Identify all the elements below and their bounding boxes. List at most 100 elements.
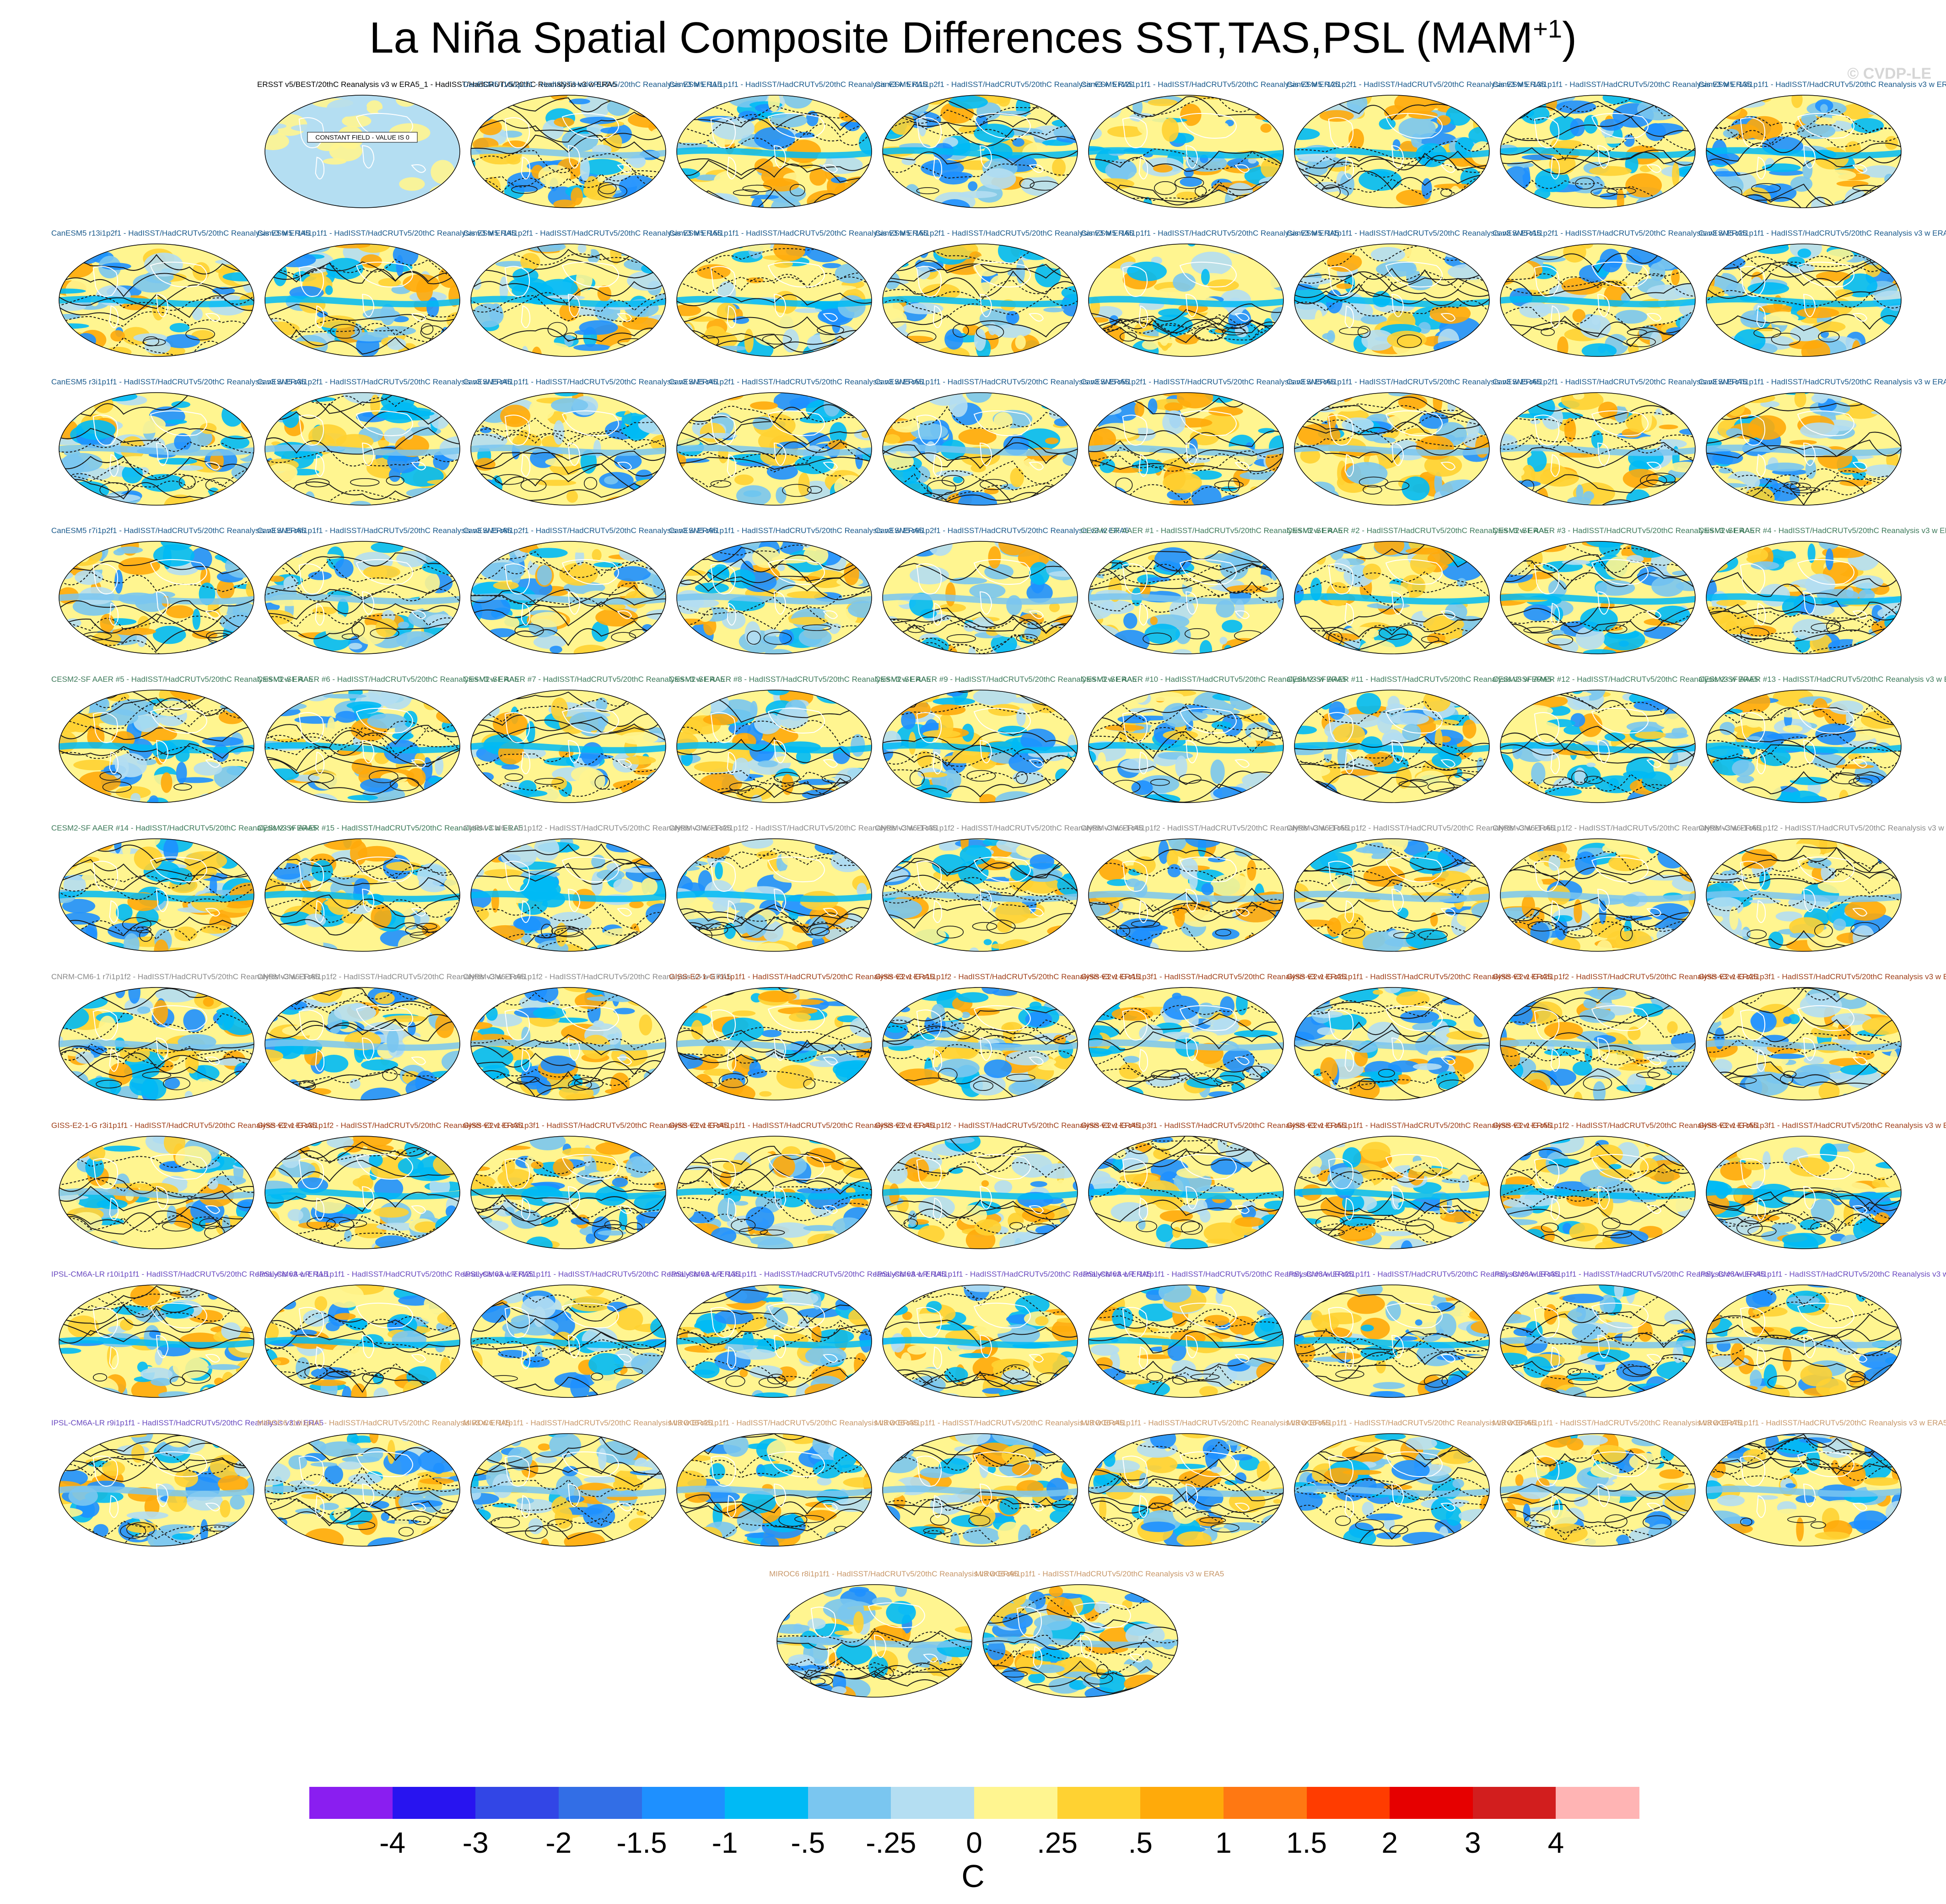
panel-label: IPSL-CM6A-LR r9i1p1f1 - HadISST/HadCRUTv… <box>51 1419 324 1427</box>
colorbar <box>309 1787 1639 1819</box>
panel-label: IPSL-CM6A-LR r3i1p1f1 - HadISST/HadCRUTv… <box>1493 1270 1765 1278</box>
panel-label: IPSL-CM6A-LR r2i1p1f1 - HadISST/HadCRUTv… <box>1287 1270 1559 1278</box>
globe-map <box>470 1136 666 1249</box>
colorbar-units: C <box>961 1858 985 1894</box>
panel-label: CanESM5 r6i1p2f1 - HadISST/HadCRUTv5/20t… <box>1493 378 1747 386</box>
map-panel: CNRM-CM6-1 r7i1p1f2 - HadISST/HadCRUTv5/… <box>51 968 319 1101</box>
panel-label: CanESM5 r13i1p1f1 - HadISST/HadCRUTv5/20… <box>1493 80 1752 89</box>
map-panel: CanESM5 r1i1p2f1 - HadISST/HadCRUTv5/20t… <box>1493 224 1747 358</box>
colorbar-tick-label: 0 <box>966 1826 982 1859</box>
panel-label: GISS-E2-1-G r1i1p3f1 - HadISST/HadCRUTv5… <box>1081 972 1346 981</box>
map-panel: CESM2-SF AAER #9 - HadISST/HadCRUTv5/20t… <box>875 670 1137 804</box>
colorbar-segment <box>1140 1787 1224 1819</box>
map-panel: MIROC6 r5i1p1f1 - HadISST/HadCRUTv5/20th… <box>1287 1414 1536 1548</box>
map-panel: CanESM5 r7i1p2f1 - HadISST/HadCRUTv5/20t… <box>51 522 306 655</box>
panel-label: IPSL-CM6A-LR r4i1p1f1 - HadISST/HadCRUTv… <box>1698 1270 1946 1278</box>
map-panel: CanESM5 r6i1p2f1 - HadISST/HadCRUTv5/20t… <box>1493 373 1747 507</box>
map-panel: CanESM5 r9i1p1f1 - HadISST/HadCRUTv5/20t… <box>669 522 923 655</box>
colorbar-tick-label: -.5 <box>791 1826 825 1859</box>
panel-label: MIROC6 r10i1p1f1 - HadISST/HadCRUTv5/20t… <box>257 1419 511 1427</box>
map-panel: CanESM5 r11i1p2f1 - HadISST/HadCRUTv5/20… <box>875 76 1133 209</box>
panel-label: MIROC6 r4i1p1f1 - HadISST/HadCRUTv5/20th… <box>1081 1419 1330 1427</box>
colorbar-segment <box>1306 1787 1390 1819</box>
panel-label: CanESM5 r13i1p1f1 - HadISST/HadCRUTv5/20… <box>1698 80 1946 89</box>
map-panel: CESM2-SF AAER #11 - HadISST/HadCRUTv5/20… <box>1287 670 1552 804</box>
globe-map <box>1500 541 1696 654</box>
panel-label: CESM2-SF AAER #3 - HadISST/HadCRUTv5/20t… <box>1493 526 1754 535</box>
map-panel: CNRM-CM6-1 r2i1p1f2 - HadISST/HadCRUTv5/… <box>669 819 937 953</box>
map-panel: CanESM5 r8i1p1f1 - HadISST/HadCRUTv5/20t… <box>257 522 512 655</box>
panel-label: CanESM5 r12i1p1f1 - HadISST/HadCRUTv5/20… <box>1081 80 1340 89</box>
map-panel-grid: ERSST v5/BEST/20thC Reanalysis v3 w ERA5… <box>51 76 1946 1699</box>
map-panel: CESM2-SF AAER #14 - HadISST/HadCRUTv5/20… <box>51 819 317 953</box>
map-panel: MIROC6 r8i1p1f1 - HadISST/HadCRUTv5/20th… <box>769 1565 1018 1699</box>
colorbar-tick-label: -1 <box>712 1826 738 1859</box>
map-panel: CNRM-CM6-1 r8i1p1f2 - HadISST/HadCRUTv5/… <box>257 968 525 1101</box>
globe-map <box>1088 1284 1284 1398</box>
map-panel: IPSL-CM6A-LR r4i1p1f1 - HadISST/HadCRUTv… <box>1698 1265 1946 1399</box>
map-panel: CanESM5 r2i1p1f1 - HadISST/HadCRUTv5/20t… <box>1698 224 1946 358</box>
panel-label: CNRM-CM6-1 r6i1p1f2 - HadISST/HadCRUTv5/… <box>1698 824 1946 832</box>
map-panel: IPSL-CM6A-LR r2i1p1f1 - HadISST/HadCRUTv… <box>1287 1265 1559 1399</box>
colorbar-segment <box>475 1787 559 1819</box>
globe-map <box>676 1284 872 1398</box>
globe-map <box>1294 1136 1490 1249</box>
globe-map <box>676 243 872 357</box>
map-panel: CNRM-CM6-1 r5i1p1f2 - HadISST/HadCRUTv5/… <box>1287 819 1555 953</box>
map-panel: CanESM5 r13i1p1f1 - HadISST/HadCRUTv5/20… <box>1698 76 1946 209</box>
map-panel: GISS-E2-1-G r4i1p1f2 - HadISST/HadCRUTv5… <box>875 1117 1140 1250</box>
globe-map <box>1706 541 1902 654</box>
panel-label: GISS-E2-1-G r2i1p1f2 - HadISST/HadCRUTv5… <box>1493 972 1758 981</box>
globe-map <box>1500 95 1696 208</box>
globe-map <box>1706 690 1902 803</box>
globe-map <box>470 95 666 208</box>
colorbar-tick-label: 1.5 <box>1286 1826 1327 1859</box>
panel-label: GISS-E2-1-G r5i1p1f2 - HadISST/HadCRUTv5… <box>1493 1121 1758 1130</box>
panel-label: CESM2-SF AAER #10 - HadISST/HadCRUTv5/20… <box>1081 675 1347 684</box>
globe-map <box>1706 1433 1902 1547</box>
panel-label: CESM2-SF AAER #8 - HadISST/HadCRUTv5/20t… <box>669 675 931 684</box>
panel-label: CanESM5 r11i1p2f1 - HadISST/HadCRUTv5/20… <box>875 80 1133 89</box>
colorbar-segment <box>309 1787 393 1819</box>
globe-map <box>264 1433 460 1547</box>
panel-label: CanESM5 r9i1p1f1 - HadISST/HadCRUTv5/20t… <box>669 526 923 535</box>
panel-label: CNRM-CM6-1 r4i1p1f2 - HadISST/HadCRUTv5/… <box>1081 824 1349 832</box>
globe-map <box>1294 392 1490 506</box>
globe-map <box>1088 541 1284 654</box>
colorbar-segment <box>1223 1787 1307 1819</box>
colorbar-segment <box>1556 1787 1639 1819</box>
panel-label: CanESM5 r8i1p2f1 - HadISST/HadCRUTv5/20t… <box>463 526 717 535</box>
map-panel: CESM2-SF AAER #3 - HadISST/HadCRUTv5/20t… <box>1493 522 1754 655</box>
globe-map <box>1294 838 1490 952</box>
globe-map <box>470 1433 666 1547</box>
panel-label: CanESM5 r2i1p1f1 - HadISST/HadCRUTv5/20t… <box>1698 229 1946 237</box>
panel-label: CESM2-SF AAER #2 - HadISST/HadCRUTv5/20t… <box>1287 526 1548 535</box>
globe-map <box>470 690 666 803</box>
panel-label: CanESM5 r8i1p1f1 - HadISST/HadCRUTv5/20t… <box>257 526 512 535</box>
globe-map <box>882 1284 1078 1398</box>
map-panel: CanESM5 r9i1p2f1 - HadISST/HadCRUTv5/20t… <box>875 522 1129 655</box>
map-panel: IPSL-CM6A-LR r11i1p1f1 - HadISST/HadCRUT… <box>257 1265 533 1399</box>
colorbar-tick-label: -1.5 <box>616 1826 667 1859</box>
globe-map <box>1088 838 1284 952</box>
panel-label: MIROC6 r7i1p1f1 - HadISST/HadCRUTv5/20th… <box>1698 1419 1946 1427</box>
map-panel: MIROC6 r1i1p1f1 - HadISST/HadCRUTv5/20th… <box>463 1414 712 1548</box>
globe-map <box>59 838 254 952</box>
globe-map <box>882 838 1078 952</box>
map-panel: ERSST v5/BEST/20thC Reanalysis v3 w ERA5… <box>257 76 617 209</box>
map-panel: CanESM5 r5i1p2f1 - HadISST/HadCRUTv5/20t… <box>1081 373 1335 507</box>
globe-map <box>1500 987 1696 1100</box>
panel-label: GISS-E2-1-G r2i1p1f1 - HadISST/HadCRUTv5… <box>1287 972 1552 981</box>
panel-label: IPSL-CM6A-LR r12i1p1f1 - HadISST/HadCRUT… <box>463 1270 740 1278</box>
map-panel: GISS-E2-1-G r3i1p1f2 - HadISST/HadCRUTv5… <box>257 1117 522 1250</box>
globe-map <box>59 987 254 1100</box>
panel-label: MIROC6 r6i1p1f1 - HadISST/HadCRUTv5/20th… <box>1493 1419 1742 1427</box>
panel-label: IPSL-CM6A-LR r13i1p1f1 - HadISST/HadCRUT… <box>669 1270 946 1278</box>
panel-label: GISS-E2-1-G r1i1p1f2 - HadISST/HadCRUTv5… <box>875 972 1140 981</box>
panel-label: CanESM5 r15i1p1f1 - HadISST/HadCRUTv5/20… <box>669 229 928 237</box>
map-panel: GISS-E2-1-G r1i1p1f1 - HadISST/HadCRUTv5… <box>669 968 934 1101</box>
globe-map <box>1088 392 1284 506</box>
panel-label: MIROC6 r3i1p1f1 - HadISST/HadCRUTv5/20th… <box>875 1419 1124 1427</box>
globe-map <box>882 987 1078 1100</box>
map-panel: CanESM5 r3i1p2f1 - HadISST/HadCRUTv5/20t… <box>257 373 512 507</box>
